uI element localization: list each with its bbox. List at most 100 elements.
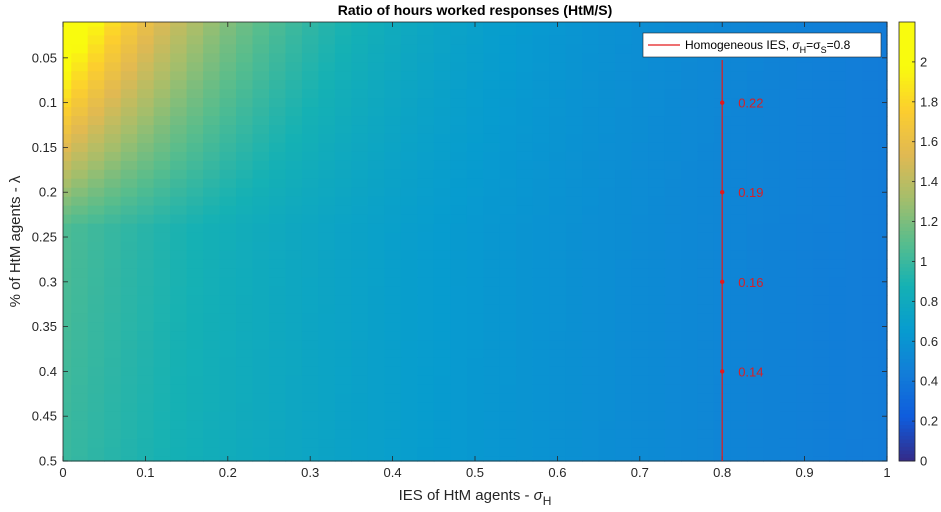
colorbar-segment bbox=[899, 292, 915, 297]
heatmap-cell bbox=[862, 205, 880, 216]
heatmap-cell bbox=[499, 402, 517, 413]
heatmap-cell bbox=[400, 295, 418, 305]
heatmap-cell bbox=[499, 26, 517, 37]
heatmap-cell bbox=[104, 304, 122, 314]
heatmap-cell bbox=[746, 277, 764, 287]
heatmap-cell bbox=[466, 313, 484, 323]
heatmap-cell bbox=[285, 402, 303, 413]
heatmap-cell bbox=[516, 22, 534, 28]
heatmap-cell bbox=[318, 107, 336, 117]
heatmap-cell bbox=[137, 366, 155, 377]
heatmap-cell bbox=[137, 313, 155, 323]
heatmap-cell bbox=[631, 420, 649, 431]
heatmap-cell bbox=[697, 340, 715, 350]
heatmap-cell bbox=[631, 366, 649, 377]
heatmap-cell bbox=[483, 286, 501, 296]
heatmap-cell bbox=[450, 241, 468, 252]
heatmap-cell bbox=[697, 142, 715, 153]
heatmap-cell bbox=[433, 286, 451, 296]
colorbar-segment bbox=[899, 336, 915, 341]
heatmap-cell bbox=[565, 295, 583, 305]
heatmap-cell bbox=[334, 447, 352, 458]
heatmap-cell bbox=[351, 98, 369, 108]
heatmap-cell bbox=[681, 151, 699, 162]
heatmap-cell bbox=[170, 187, 188, 198]
heatmap-cell bbox=[203, 420, 221, 431]
heatmap-cell bbox=[104, 420, 122, 431]
heatmap-cell bbox=[845, 241, 863, 252]
heatmap-cell bbox=[631, 295, 649, 305]
heatmap-cell bbox=[532, 223, 550, 234]
heatmap-cell bbox=[466, 26, 484, 37]
heatmap-cell bbox=[400, 259, 418, 269]
heatmap-cell bbox=[582, 133, 600, 144]
heatmap-cell bbox=[252, 456, 270, 462]
heatmap-cell bbox=[483, 411, 501, 422]
heatmap-cell bbox=[565, 366, 583, 377]
heatmap-cell bbox=[845, 438, 863, 449]
heatmap-cell bbox=[433, 375, 451, 386]
colorbar-segment bbox=[899, 51, 915, 56]
heatmap-cell bbox=[170, 313, 188, 323]
heatmap-cell bbox=[483, 142, 501, 153]
heatmap-cell bbox=[186, 375, 204, 386]
heatmap-cell bbox=[878, 214, 888, 225]
heatmap-cell bbox=[318, 205, 336, 216]
heatmap-cell bbox=[631, 402, 649, 413]
heatmap-cell bbox=[269, 98, 287, 108]
legend: Homogeneous IES, σH=σS=0.8 bbox=[642, 32, 882, 58]
heatmap-cell bbox=[845, 71, 863, 81]
heatmap-cell bbox=[417, 151, 435, 162]
heatmap-cell bbox=[796, 411, 814, 422]
heatmap-cell bbox=[384, 205, 402, 216]
heatmap-cell bbox=[582, 125, 600, 135]
heatmap-cell bbox=[153, 53, 171, 63]
heatmap-cell bbox=[483, 116, 501, 126]
heatmap-cell bbox=[236, 402, 254, 413]
heatmap-cell bbox=[565, 196, 583, 207]
heatmap-cell bbox=[63, 169, 72, 180]
colorbar-segment bbox=[899, 146, 915, 151]
heatmap-cell bbox=[499, 411, 517, 422]
heatmap-cell bbox=[779, 286, 797, 296]
heatmap-cell bbox=[137, 232, 155, 243]
heatmap-cell bbox=[779, 313, 797, 323]
heatmap-cell bbox=[252, 259, 270, 269]
heatmap-cell bbox=[746, 169, 764, 180]
heatmap-cell bbox=[796, 322, 814, 332]
heatmap-cell bbox=[170, 393, 188, 404]
heatmap-cell bbox=[137, 411, 155, 422]
heatmap-cell bbox=[681, 349, 699, 359]
heatmap-cell bbox=[219, 331, 237, 341]
heatmap-cell bbox=[269, 286, 287, 296]
colorbar-segment bbox=[899, 457, 915, 462]
heatmap-cell bbox=[499, 62, 517, 72]
heatmap-cell bbox=[450, 366, 468, 377]
heatmap-cell bbox=[829, 62, 847, 72]
heatmap-cell bbox=[450, 142, 468, 153]
heatmap-cell bbox=[252, 322, 270, 332]
heatmap-cell bbox=[236, 456, 254, 462]
heatmap-cell bbox=[532, 402, 550, 413]
heatmap-cell bbox=[219, 384, 237, 395]
heatmap-cell bbox=[450, 223, 468, 234]
heatmap-cell bbox=[829, 349, 847, 359]
heatmap-cell bbox=[681, 26, 699, 37]
heatmap-cell bbox=[779, 107, 797, 117]
heatmap-cell bbox=[681, 259, 699, 269]
heatmap-cell bbox=[746, 447, 764, 458]
heatmap-cell bbox=[746, 420, 764, 431]
heatmap-cell bbox=[351, 393, 369, 404]
heatmap-cell bbox=[796, 286, 814, 296]
heatmap-cell bbox=[87, 375, 105, 386]
heatmap-cell bbox=[549, 384, 567, 395]
heatmap-cell bbox=[433, 44, 451, 54]
heatmap-cell bbox=[664, 447, 682, 458]
heatmap-cell bbox=[334, 187, 352, 198]
heatmap-cell bbox=[516, 456, 534, 462]
heatmap-cell bbox=[532, 232, 550, 243]
heatmap-cell bbox=[582, 375, 600, 386]
heatmap-cell bbox=[87, 456, 105, 462]
heatmap-cell bbox=[400, 241, 418, 252]
heatmap-cell bbox=[334, 420, 352, 431]
